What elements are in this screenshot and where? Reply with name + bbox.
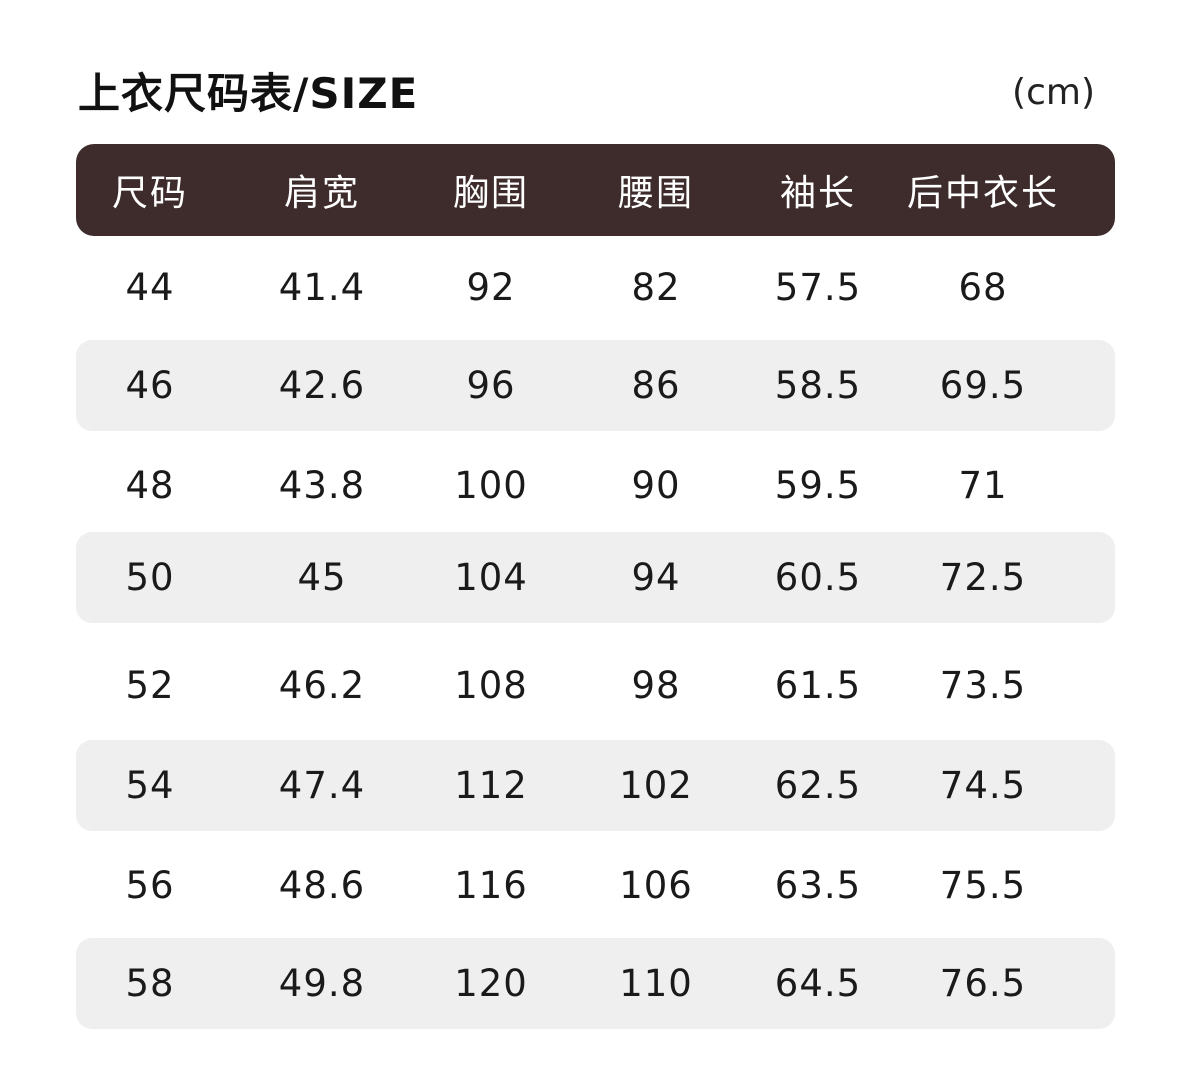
table-cell: 106: [619, 864, 693, 907]
table-cell: 74.5: [939, 764, 1027, 807]
table-cell: 43.8: [278, 464, 366, 507]
table-cell: 76.5: [939, 962, 1027, 1005]
header-chest: 胸围: [452, 173, 529, 214]
table-header: 尺码 肩宽 胸围 腰围 袖长 后中衣长: [76, 144, 1115, 236]
header-shoulder: 肩宽: [283, 173, 360, 214]
table-cell: 94: [631, 556, 681, 599]
table-cell: 64.5: [774, 962, 862, 1005]
header-sleeve: 袖长: [779, 173, 856, 214]
table-cell: 54: [125, 764, 175, 807]
table-cell: 41.4: [278, 266, 366, 309]
table-cell: 42.6: [278, 364, 366, 407]
page-title: 上衣尺码表/SIZE: [78, 69, 419, 118]
table-cell: 49.8: [278, 962, 366, 1005]
table-cell: 57.5: [774, 266, 862, 309]
table-cell: 45: [297, 556, 347, 599]
table-cell: 86: [631, 364, 681, 407]
table-cell: 108: [454, 664, 528, 707]
table-cell: 104: [454, 556, 528, 599]
table-cell: 44: [125, 266, 175, 309]
table-row: 56 48.6 116 106 63.5 75.5: [76, 840, 1115, 931]
table-cell: 46.2: [278, 664, 366, 707]
table-cell: 50: [125, 556, 175, 599]
table-cell: 120: [454, 962, 528, 1005]
table-cell: 112: [454, 764, 528, 807]
header-waist: 腰围: [617, 173, 694, 214]
table-cell: 75.5: [939, 864, 1027, 907]
table-cell: 92: [466, 266, 516, 309]
table-cell: 58: [125, 962, 175, 1005]
table-row: 48 43.8 100 90 59.5 71: [76, 440, 1115, 531]
table-cell: 58.5: [774, 364, 862, 407]
table-row: 54 47.4 112 102 62.5 74.5: [76, 740, 1115, 831]
table-cell: 90: [631, 464, 681, 507]
table-cell: 82: [631, 266, 681, 309]
table-row: 58 49.8 120 110 64.5 76.5: [76, 938, 1115, 1029]
header-size: 尺码: [111, 173, 188, 214]
table-cell: 46: [125, 364, 175, 407]
table-row: 52 46.2 108 98 61.5 73.5: [76, 640, 1115, 731]
unit-label: (cm): [1012, 72, 1095, 113]
header-back-length: 后中衣长: [906, 173, 1059, 214]
table-cell: 47.4: [278, 764, 366, 807]
table-row: 44 41.4 92 82 57.5 68: [76, 242, 1115, 333]
table-cell: 60.5: [774, 556, 862, 599]
table-cell: 72.5: [939, 556, 1027, 599]
table-cell: 61.5: [774, 664, 862, 707]
table-cell: 102: [619, 764, 693, 807]
table-cell: 68: [958, 266, 1008, 309]
table-cell: 96: [466, 364, 516, 407]
table-row: 46 42.6 96 86 58.5 69.5: [76, 340, 1115, 431]
table-row: 50 45 104 94 60.5 72.5: [76, 532, 1115, 623]
table-cell: 69.5: [939, 364, 1027, 407]
table-cell: 48.6: [278, 864, 366, 907]
table-cell: 63.5: [774, 864, 862, 907]
table-cell: 56: [125, 864, 175, 907]
table-cell: 73.5: [939, 664, 1027, 707]
table-cell: 59.5: [774, 464, 862, 507]
table-cell: 48: [125, 464, 175, 507]
table-cell: 52: [125, 664, 175, 707]
table-cell: 98: [631, 664, 681, 707]
table-cell: 100: [454, 464, 528, 507]
table-cell: 116: [454, 864, 528, 907]
table-cell: 110: [619, 962, 693, 1005]
table-cell: 62.5: [774, 764, 862, 807]
table-cell: 71: [958, 464, 1008, 507]
